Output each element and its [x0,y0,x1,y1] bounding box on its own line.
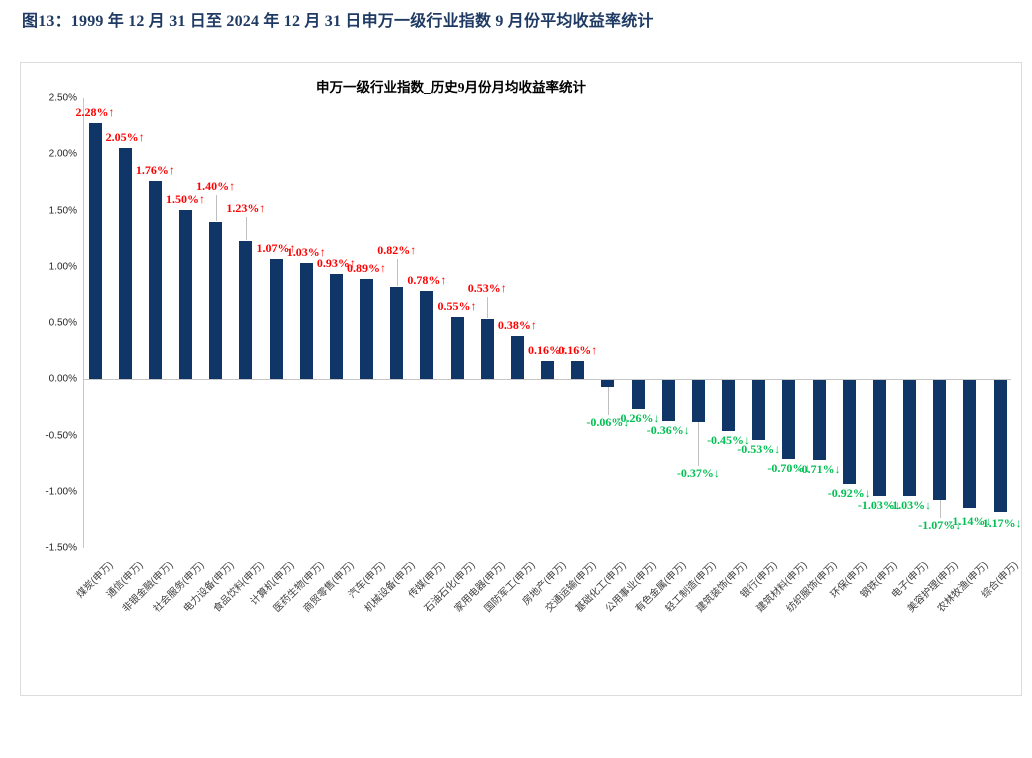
bar [329,274,343,379]
bar [510,336,524,379]
chart-title: 申万一级行业指数_历史9月份月均收益率统计 [316,80,586,95]
y-tick-label: -1.00% [45,486,77,498]
zero-line [83,379,1011,380]
value-label: 2.05%↑ [105,130,145,145]
bar [239,240,253,379]
value-label: -0.06%↓ [586,414,630,429]
bar [118,148,132,379]
bar [390,286,404,379]
label-leader-line [215,194,217,221]
value-label: 0.55%↑ [437,299,477,314]
y-tick-label: -1.50% [45,542,77,554]
value-label: 0.78%↑ [407,273,447,288]
value-label: -1.17%↓ [978,515,1022,530]
bar [993,380,1007,512]
bar [179,210,192,379]
y-tick-label: 0.00% [48,373,77,385]
bar [903,380,917,496]
value-label: -1.14%↓ [948,514,992,529]
value-label: 0.53%↑ [467,281,507,296]
value-label: 1.23%↑ [226,200,266,215]
label-leader-line [396,258,398,286]
value-label: -0.53%↓ [737,441,781,456]
label-leader-line [607,386,609,415]
bar [933,380,947,501]
value-label: 1.76%↑ [135,163,175,177]
y-tick-label: 2.50% [48,92,77,104]
label-leader-line [698,421,700,466]
y-tick-label: 1.00% [48,261,77,273]
bar [541,361,555,379]
value-label: -0.92%↓ [827,485,871,500]
value-label: -1.03%↓ [857,497,901,512]
value-label: 0.93%↑ [316,256,356,271]
bar [963,380,977,509]
bar [450,317,464,379]
bar [752,380,766,440]
bar [420,291,434,379]
value-label: -0.71%↓ [797,461,841,476]
y-tick-label: -0.50% [45,430,77,441]
value-label: -0.37%↓ [676,465,720,480]
bar [661,380,675,421]
y-axis-line [83,98,84,548]
value-label: 1.03%↑ [286,245,326,260]
value-label: -0.70%↓ [767,460,811,475]
value-label: 1.50%↑ [166,192,205,207]
value-label: 0.82%↑ [377,242,417,257]
bar [88,122,102,379]
figure-title: 图13：1999 年 12 月 31 日至 2024 年 12 月 31 日申万… [22,13,654,30]
bar [209,221,223,379]
bar [148,181,162,379]
value-label: 0.16%↑ [528,343,568,357]
bar [812,380,826,460]
value-label: 0.16%↑ [558,343,598,357]
value-label: -0.26%↓ [616,411,660,426]
label-leader-line [487,297,489,319]
value-label: 2.28%↑ [75,104,115,119]
label-leader-line [939,500,941,519]
chart-area: 申万一级行业指数_历史9月份月均收益率统计 2.50% 2.00% 1.50% 1.0… [20,62,1022,696]
bar [269,258,283,379]
value-label: 0.89%↑ [347,260,387,275]
value-label: 1.40%↑ [196,178,236,193]
bar [782,380,796,459]
y-tick-label: 2.00% [48,148,77,160]
value-label: 0.38%↑ [497,318,537,333]
bar [872,380,886,496]
bar [299,263,313,379]
value-label: -0.36%↓ [646,422,690,437]
bar [480,319,494,379]
value-label: -1.03%↓ [888,497,932,512]
y-tick-label: 0.50% [48,317,77,329]
bar [360,278,374,379]
bar [571,361,585,379]
bar [722,380,736,431]
bar [631,380,645,410]
bar [601,380,615,387]
value-label: -0.45%↓ [707,432,751,447]
label-leader-line [245,216,247,240]
bar [842,380,856,484]
value-label: 1.07%↑ [256,240,296,255]
bar [691,380,705,422]
value-label: -1.07%↓ [918,518,962,533]
y-tick-label: 1.50% [48,205,77,216]
